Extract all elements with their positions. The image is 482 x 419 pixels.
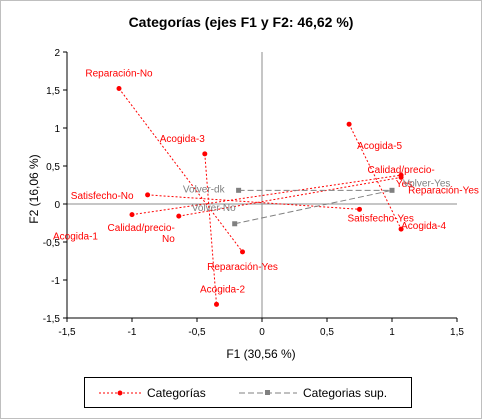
legend-swatch-categorias — [99, 390, 141, 395]
categorias-point-label: Satisfecho-No — [71, 191, 134, 202]
x-tick-label: 1,5 — [450, 327, 464, 338]
x-tick-label: 0 — [259, 327, 265, 338]
y-tick-label: 0 — [54, 200, 60, 211]
x-tick-label: -1,5 — [58, 327, 76, 338]
categorias-connector — [131, 174, 402, 216]
x-tick-label: 0,5 — [320, 327, 334, 338]
categorias-sup-point — [232, 221, 238, 227]
categorias-connector — [348, 123, 402, 230]
categorias-point-label: Reparación-No — [85, 68, 153, 79]
categorias-point-label: Acogida-1 — [53, 232, 98, 243]
categorias-point — [346, 121, 352, 127]
categorias-point — [176, 213, 182, 219]
categorias-point-label: Calidad/precio- — [367, 165, 434, 176]
x-tick-label: -0,5 — [188, 327, 206, 338]
categorias-sup-point-label: Volver-dk — [183, 184, 226, 195]
legend-item-categorias-sup: Categorias sup. — [239, 378, 387, 407]
categorias-point — [240, 249, 245, 255]
categorias-sup-point — [389, 187, 395, 193]
categorias-sup-point-label: Volver-Yes — [403, 178, 450, 189]
labels-layer: Reparación-No Satisfecho-No Acogida-3 Acogi… — [53, 68, 479, 295]
categorias-point — [129, 212, 135, 218]
categorias-point — [214, 301, 219, 307]
x-tick-label: 1 — [389, 327, 395, 338]
categorias-point — [357, 206, 362, 212]
legend-label-categorias-sup: Categorias sup. — [303, 385, 388, 400]
y-tick-label: 1 — [54, 124, 60, 135]
categorias-point — [398, 174, 404, 180]
points-layer — [116, 85, 404, 307]
categorias-point — [202, 151, 208, 157]
categorias-sup-point-label: Volver-No — [192, 203, 236, 214]
categorias-point-label: Reparación-Yes — [408, 185, 479, 196]
y-tick-label: -1,5 — [43, 314, 61, 325]
y-tick-label: -0,5 — [43, 238, 61, 249]
categorias-point-label: Acogida-5 — [357, 141, 402, 152]
categorias-point-label: Acogida-2 — [200, 284, 245, 295]
x-tick-label: -1 — [128, 327, 137, 338]
categorias-point — [145, 192, 151, 198]
categorias-point — [398, 226, 404, 232]
categorias-point-label: Calidad/precio- — [108, 223, 175, 234]
lines-layer — [118, 88, 402, 305]
y-tick-label: -1 — [51, 276, 60, 287]
axes-layer: -1,5 -1 -0,5 0 0,5 1 1,5 -1,5 -1 -0,5 0 0,5 1 1,5 2 — [43, 48, 465, 338]
categorias-connector — [147, 194, 360, 210]
categorias-point — [116, 85, 122, 91]
x-axis-title: F1 (30,56 %) — [226, 347, 295, 361]
legend: Categorías Categorias sup. — [84, 377, 412, 408]
chart-title: Categorías (ejes F1 y F2: 46,62 %) — [129, 14, 354, 30]
categorias-point-label: Acogida-4 — [401, 221, 446, 232]
categorias-point-label: Reparación-Yes — [207, 262, 278, 273]
y-axis-title: F2 (16,06 %) — [27, 154, 41, 223]
categorias-point-label: Satisfecho-Yes — [348, 213, 414, 224]
categorias-sup-point — [236, 187, 242, 193]
categorias-point-label: Acogida-3 — [160, 134, 205, 145]
categorias-point-label: Yes — [396, 179, 412, 190]
legend-item-categorias: Categorías — [99, 378, 206, 407]
categorias-point-label: No — [162, 234, 175, 245]
y-tick-label: 0,5 — [46, 162, 60, 173]
categorias-connector — [204, 153, 217, 305]
legend-swatch-categorias-sup — [239, 389, 297, 395]
legend-label-categorias: Categorías — [147, 385, 206, 400]
categorias-connector — [178, 176, 402, 217]
y-tick-label: 1,5 — [46, 86, 60, 97]
y-tick-label: 2 — [54, 48, 60, 59]
